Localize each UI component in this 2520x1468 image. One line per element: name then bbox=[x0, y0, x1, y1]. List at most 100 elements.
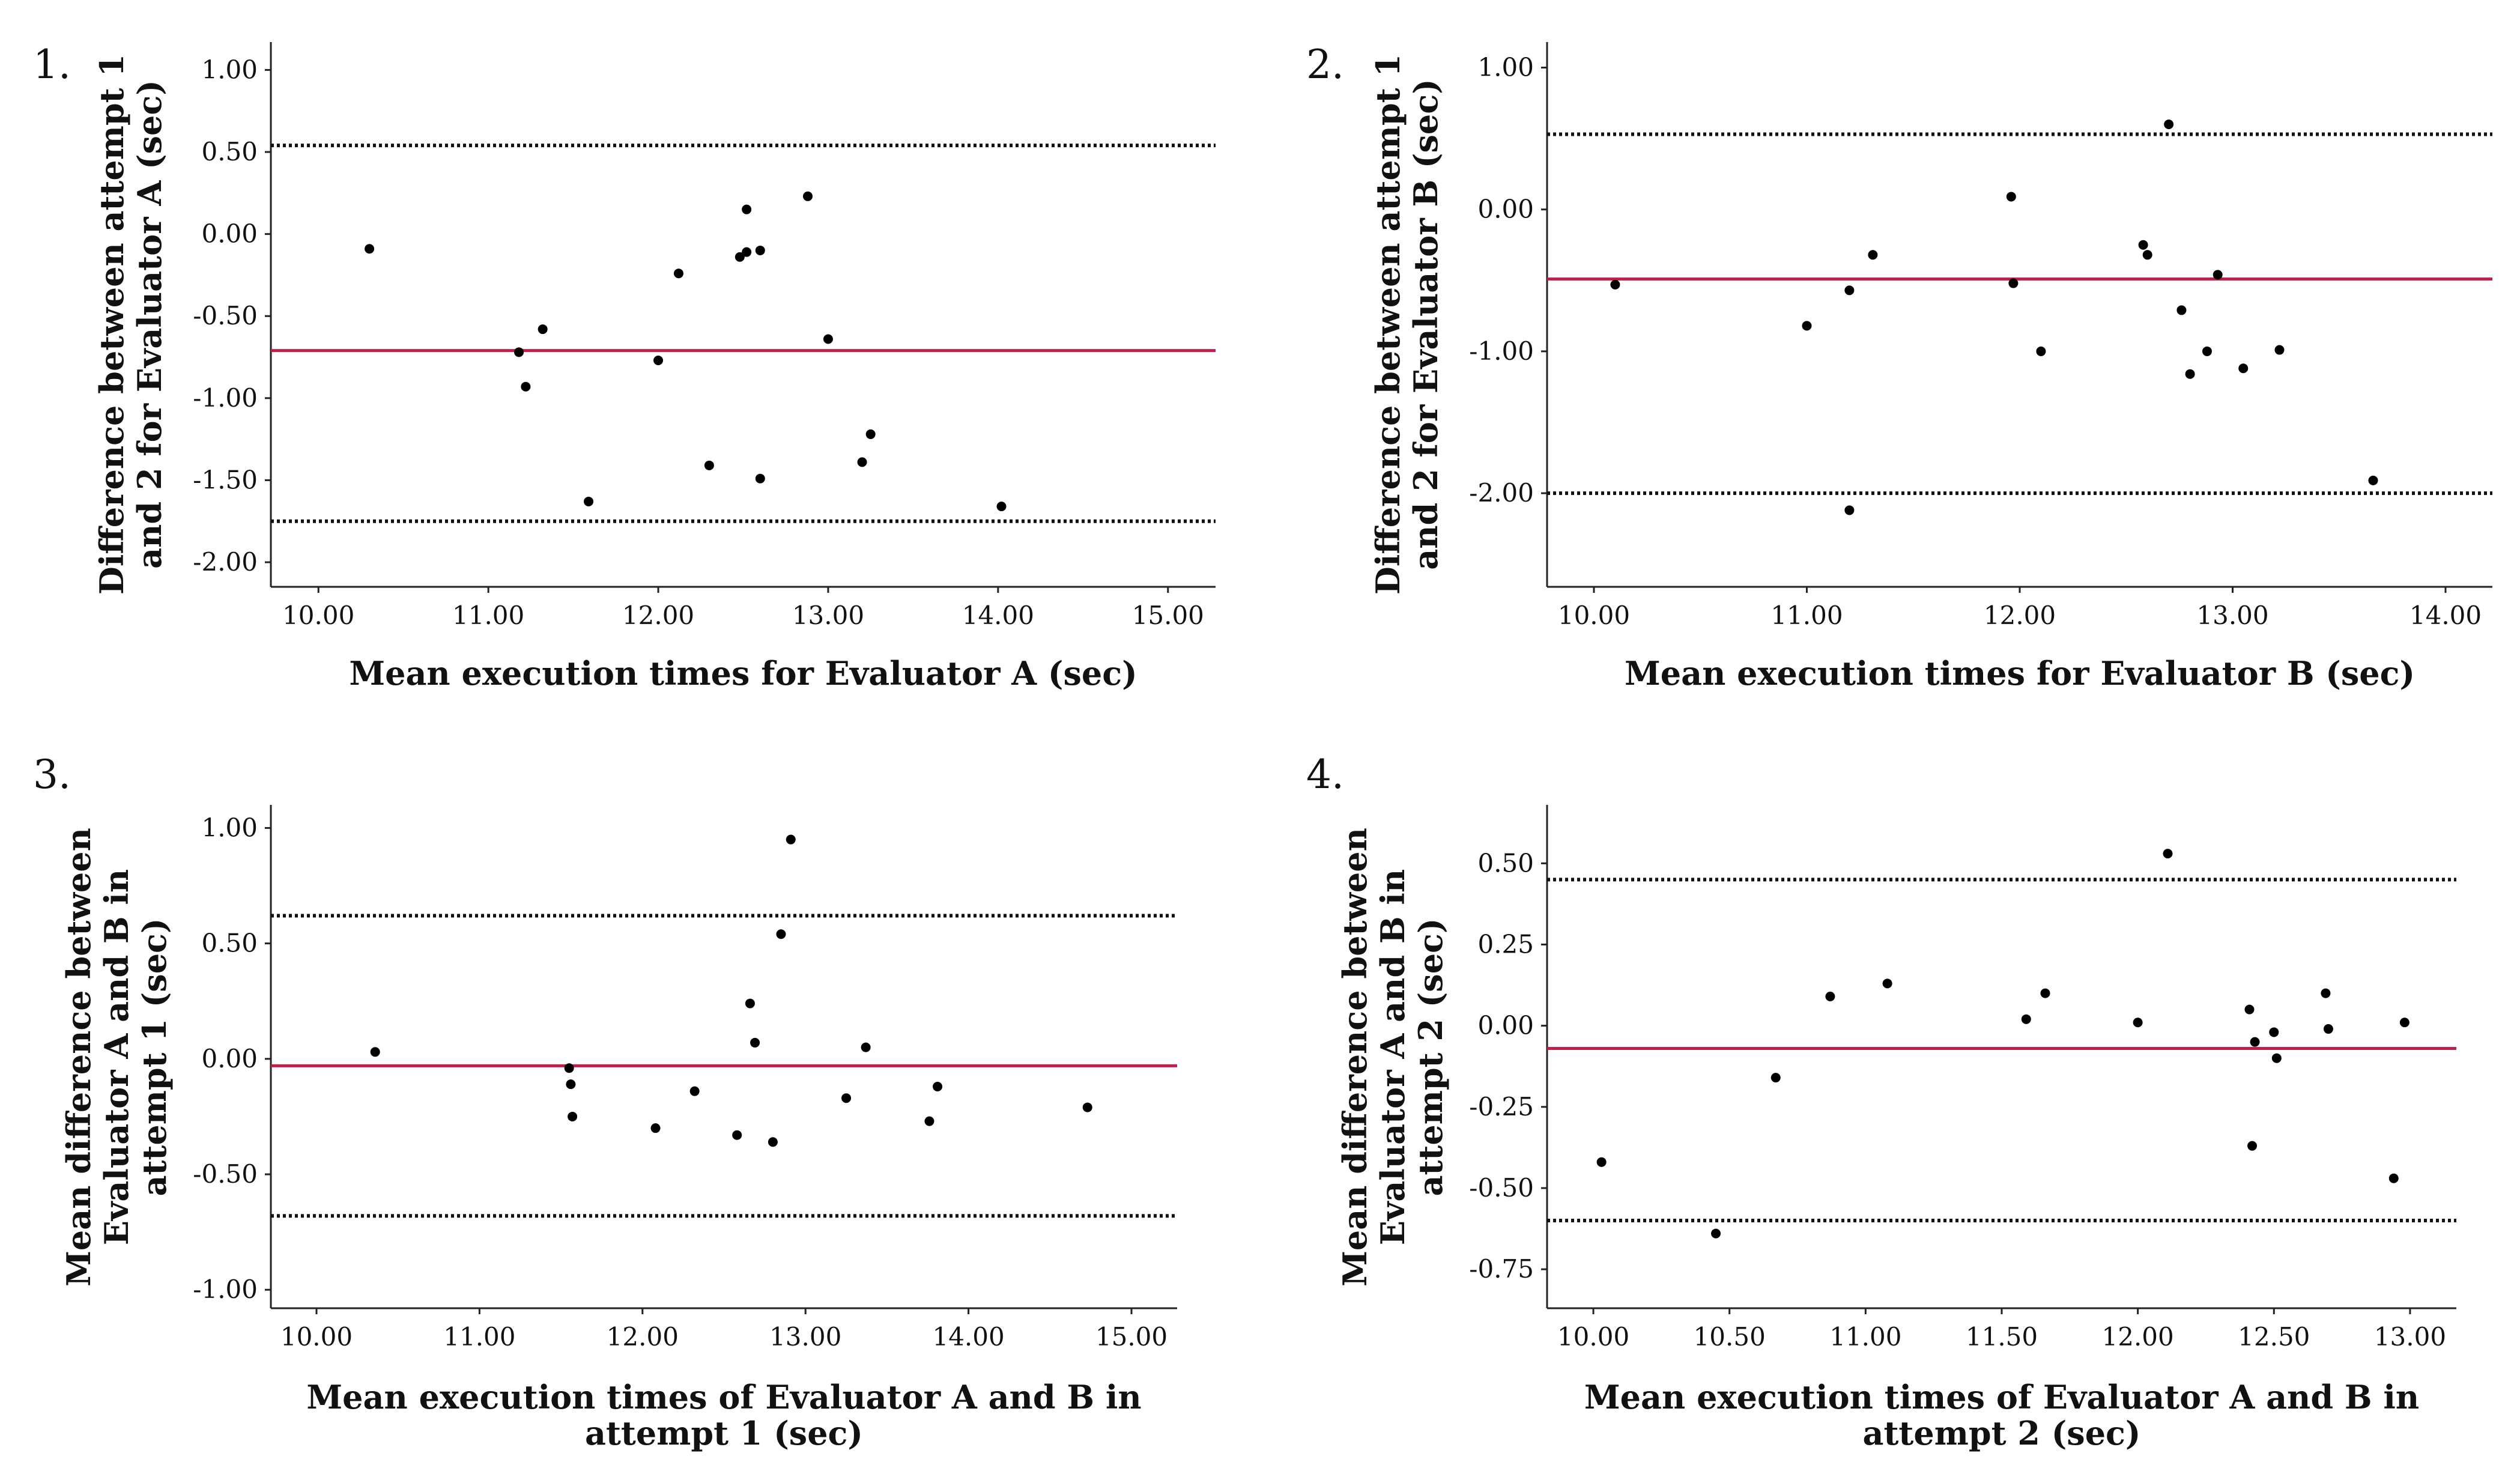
x-tick-label: 11.00 bbox=[452, 601, 524, 630]
y-axis-title: Mean difference between bbox=[1336, 828, 1374, 1287]
data-point bbox=[704, 460, 714, 470]
data-point bbox=[2323, 1024, 2333, 1034]
y-tick-label: 1.00 bbox=[201, 813, 258, 842]
data-point bbox=[566, 1079, 576, 1090]
data-point bbox=[370, 1047, 380, 1057]
data-point bbox=[584, 496, 594, 506]
data-point bbox=[2133, 1018, 2143, 1028]
data-point bbox=[2271, 1053, 2282, 1063]
y-tick-label: 1.00 bbox=[1477, 53, 1534, 82]
y-tick-label: 0.00 bbox=[201, 1044, 258, 1073]
x-tick-label: 10.00 bbox=[280, 1322, 353, 1351]
x-tick-label: 12.50 bbox=[2238, 1322, 2310, 1351]
y-axis-title: attempt 1 (sec) bbox=[135, 918, 174, 1197]
panel-label: 4. bbox=[1306, 751, 1344, 798]
y-tick-label: 0.00 bbox=[1477, 195, 1534, 224]
data-point bbox=[2399, 1018, 2409, 1028]
y-axis-title: Evaluator A and B in bbox=[97, 869, 136, 1245]
data-point bbox=[750, 1037, 760, 1048]
x-tick-label: 14.00 bbox=[2409, 601, 2482, 630]
y-axis-title: Mean difference between bbox=[59, 828, 98, 1287]
y-tick-label: 1.00 bbox=[201, 55, 258, 84]
data-point bbox=[1868, 250, 1878, 260]
panel-label: 3. bbox=[33, 751, 71, 798]
data-point bbox=[521, 381, 531, 392]
y-axis-title: Evaluator A and B in bbox=[1374, 869, 1412, 1245]
data-point bbox=[1882, 978, 1892, 989]
data-point bbox=[514, 347, 524, 357]
x-tick-label: 11.00 bbox=[1829, 1322, 1901, 1351]
data-point bbox=[2176, 305, 2187, 315]
x-tick-label: 12.00 bbox=[2102, 1322, 2174, 1351]
y-axis-title: attempt 2 (sec) bbox=[1411, 918, 1450, 1197]
y-tick-label: -0.25 bbox=[1469, 1092, 1534, 1121]
data-point bbox=[755, 473, 765, 484]
data-point bbox=[568, 1111, 578, 1121]
data-point bbox=[1770, 1073, 1781, 1083]
data-point bbox=[924, 1116, 934, 1126]
panel-4: 4. 0.50 0.25 0.00 -0.25 -0.50 -0.75 10.00 10.50 1… bbox=[1306, 751, 2456, 1452]
y-tick-label: 0.50 bbox=[1477, 848, 1534, 878]
y-axis-title: and 2 for Evaluator B (sec) bbox=[1407, 79, 1445, 569]
data-point bbox=[2321, 988, 2331, 998]
data-point bbox=[2269, 1027, 2279, 1037]
data-point bbox=[2202, 346, 2212, 356]
data-point bbox=[768, 1137, 778, 1147]
panel-label: 1. bbox=[33, 41, 71, 88]
data-point bbox=[653, 355, 664, 365]
data-point bbox=[1844, 285, 1855, 296]
data-point bbox=[2247, 1141, 2258, 1151]
y-axis-title: Difference between attempt 1 bbox=[1369, 54, 1407, 595]
x-tick-label: 10.00 bbox=[1558, 601, 1630, 630]
x-tick-label: 13.00 bbox=[2196, 601, 2268, 630]
data-point bbox=[1596, 1157, 1607, 1167]
y-tick-label: -0.75 bbox=[1469, 1254, 1534, 1284]
y-axis-title: Difference between attempt 1 bbox=[92, 54, 131, 595]
data-point bbox=[734, 252, 745, 262]
data-point bbox=[2250, 1037, 2260, 1047]
x-tick-label: 15.00 bbox=[1095, 1322, 1168, 1351]
x-tick-label: 13.00 bbox=[769, 1322, 841, 1351]
data-point bbox=[2368, 475, 2378, 485]
data-point bbox=[2006, 192, 2016, 202]
data-point bbox=[841, 1093, 852, 1103]
data-point bbox=[996, 502, 1007, 512]
data-point bbox=[673, 268, 683, 279]
data-point bbox=[2274, 345, 2285, 355]
data-point bbox=[2036, 346, 2046, 356]
data-point bbox=[1610, 279, 1620, 290]
y-tick-label: -1.00 bbox=[193, 1275, 258, 1304]
data-point bbox=[564, 1063, 574, 1073]
y-tick-label: -0.50 bbox=[193, 1159, 258, 1189]
y-tick-label: -1.00 bbox=[193, 383, 258, 413]
x-tick-label: 11.50 bbox=[1966, 1322, 2038, 1351]
data-point bbox=[689, 1086, 700, 1096]
panel-label: 2. bbox=[1306, 41, 1344, 88]
x-tick-label: 10.00 bbox=[282, 601, 354, 630]
data-point bbox=[2040, 988, 2050, 998]
x-tick-label: 10.00 bbox=[1557, 1322, 1629, 1351]
x-tick-label: 11.00 bbox=[1770, 601, 1843, 630]
data-point bbox=[742, 204, 752, 214]
data-point bbox=[776, 929, 786, 939]
y-tick-label: 0.00 bbox=[1477, 1011, 1534, 1040]
data-point bbox=[861, 1042, 871, 1052]
data-point bbox=[2163, 849, 2173, 859]
data-point bbox=[933, 1081, 943, 1091]
y-axis-title: and 2 for Evaluator A (sec) bbox=[130, 80, 169, 569]
x-axis-title: attempt 1 (sec) bbox=[585, 1414, 863, 1452]
x-tick-label: 14.00 bbox=[932, 1322, 1004, 1351]
y-tick-label: 0.25 bbox=[1477, 929, 1534, 959]
y-tick-label: -0.50 bbox=[1469, 1173, 1534, 1203]
y-tick-label: -1.00 bbox=[1469, 336, 1534, 366]
data-point bbox=[865, 429, 876, 439]
x-tick-label: 13.00 bbox=[2374, 1322, 2446, 1351]
data-point bbox=[823, 334, 833, 344]
data-point bbox=[2244, 1004, 2255, 1015]
data-point bbox=[2388, 1173, 2399, 1183]
data-point bbox=[742, 247, 752, 257]
data-point bbox=[745, 998, 755, 1008]
data-point bbox=[2142, 250, 2152, 260]
panel-1: 1. 1.00 0.50 0.00 -0.50 -1.00 -1.50 -2.00 10.00 1… bbox=[33, 41, 1216, 693]
data-point bbox=[2138, 240, 2148, 250]
